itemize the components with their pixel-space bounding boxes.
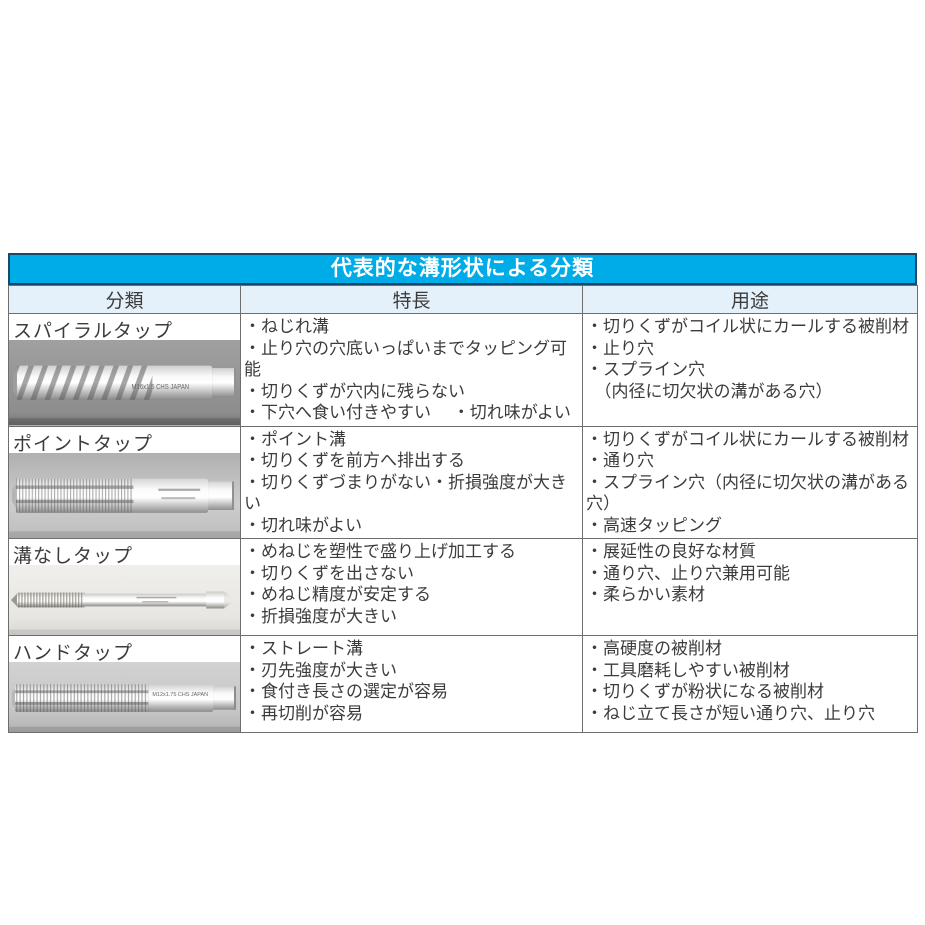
- tap-marking: M12x1.75 CHS JAPAN: [152, 692, 208, 698]
- classification-grid: 分類 特長 用途 スパイラルタップ: [8, 285, 918, 733]
- class-label: スパイラルタップ: [13, 321, 174, 342]
- table-row-spiral-tap: スパイラルタップ: [8, 313, 918, 427]
- table-row-hand-tap: ハンドタップ: [8, 635, 918, 733]
- features-cell: ・めねじを塑性で盛り上げ加工する ・切りくずを出さない ・めねじ精度が安定する …: [240, 538, 583, 636]
- class-cell: スパイラルタップ: [8, 313, 241, 427]
- features-cell: ・ストレート溝 ・刃先強度が大きい ・食付き長さの選定が容易 ・再切削が容易: [240, 635, 583, 733]
- spiral-tap-photo: M16x1.5 CHS JAPAN: [9, 340, 240, 426]
- col-header-features: 特長: [240, 285, 583, 314]
- hand-tap-photo: M12x1.75 CHS JAPAN: [9, 662, 240, 732]
- class-label: 溝なしタップ: [13, 546, 134, 567]
- uses-cell: ・切りくずがコイル状にカールする被削材 ・通り穴 ・スプライン穴（内径に切欠状の…: [582, 425, 918, 539]
- features-cell: ・ポイント溝 ・切りくずを前方へ排出する ・切りくずづまりがない・折損強度が大き…: [240, 425, 583, 539]
- tap-marking: M16x1.5 CHS JAPAN: [132, 383, 190, 391]
- col-header-class: 分類: [8, 285, 241, 314]
- uses-cell: ・高硬度の被削材 ・工具磨耗しやすい被削材 ・切りくずが粉状になる被削材 ・ねじ…: [582, 635, 918, 733]
- table-row-point-tap: ポイントタップ: [8, 425, 918, 539]
- point-tap-photo: [9, 452, 240, 538]
- uses-cell: ・展延性の良好な材質 ・通り穴、止り穴兼用可能 ・柔らかい素材: [582, 538, 918, 636]
- features-cell: ・ねじれ溝 ・止り穴の穴底いっぱいまでタッピング可能 ・切りくずが穴内に残らない…: [240, 313, 583, 427]
- header-row: 分類 特長 用途: [8, 285, 918, 314]
- col-header-uses: 用途: [582, 285, 918, 314]
- grooveless-tap-photo: [9, 565, 240, 635]
- class-cell: ポイントタップ: [8, 425, 241, 539]
- class-label: ハンドタップ: [13, 643, 134, 664]
- table-row-grooveless-tap: 溝なしタップ: [8, 538, 918, 636]
- class-label: ポイントタップ: [13, 433, 154, 455]
- class-cell: 溝なしタップ: [8, 538, 241, 636]
- table-title: 代表的な溝形状による分類: [8, 253, 917, 285]
- tap-classification-table: 代表的な溝形状による分類 分類 特長 用途 スパイラルタップ: [8, 253, 918, 733]
- class-cell: ハンドタップ: [8, 635, 241, 733]
- uses-cell: ・切りくずがコイル状にカールする被削材 ・止り穴 ・スプライン穴 （内径に切欠状…: [582, 313, 918, 427]
